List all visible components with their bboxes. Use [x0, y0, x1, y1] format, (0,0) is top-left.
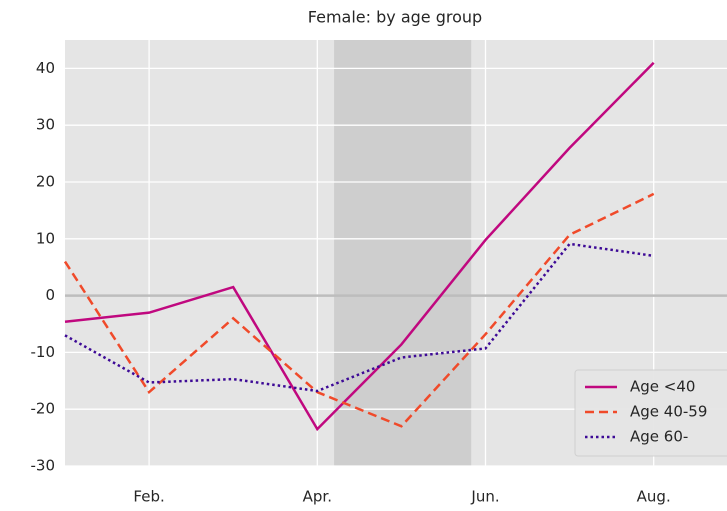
x-tick-label: Feb.: [133, 488, 164, 506]
y-tick-label: 30: [36, 116, 55, 134]
x-tick-label: Apr.: [303, 488, 332, 506]
y-tick-label: 10: [36, 229, 55, 247]
legend-label: Age 60-: [630, 428, 688, 446]
y-tick-label: 20: [36, 173, 55, 191]
y-tick-label: -30: [31, 457, 56, 475]
y-tick-label: 40: [36, 59, 55, 77]
line-series: [64, 61, 655, 432]
x-tick-label: Jun.: [470, 488, 499, 506]
y-tick-label: -20: [31, 400, 56, 418]
y-tick-label: 0: [45, 286, 55, 304]
chart-title: Female: by age group: [308, 8, 482, 27]
y-tick-label: -10: [31, 343, 56, 361]
legend-box: [574, 369, 727, 457]
legend-label: Age 40-59: [630, 403, 707, 421]
line-series: [63, 192, 655, 428]
line-series: [64, 242, 654, 393]
shaded-span: [334, 40, 472, 466]
x-tick-label: Aug.: [637, 488, 671, 506]
legend-label: Age <40: [630, 378, 695, 396]
